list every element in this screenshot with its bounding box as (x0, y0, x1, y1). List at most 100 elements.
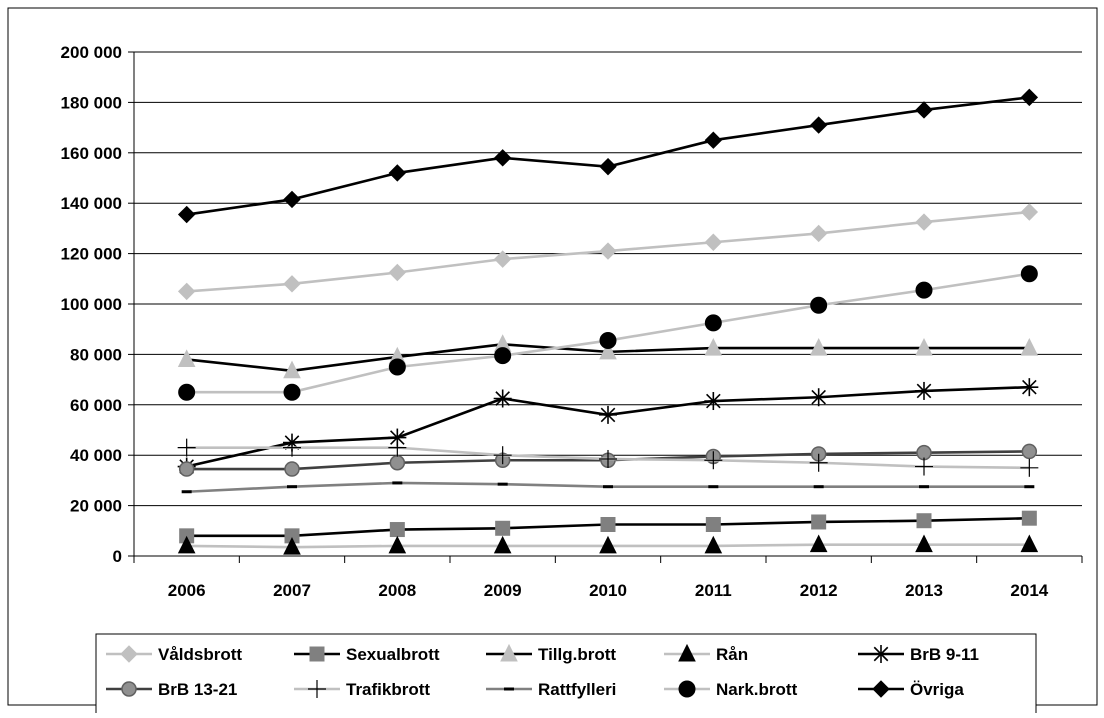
data-point-rattfylleri (287, 485, 297, 489)
data-point-v-ldsbrott (177, 282, 196, 301)
data-point--vriga (283, 190, 301, 209)
data-point--vriga (704, 131, 723, 149)
data-point-brb-9-11 (388, 428, 407, 447)
legend-label: Trafikbrott (346, 680, 430, 699)
data-point-r-n (388, 535, 407, 554)
legend-item-brb-13-21: BrB 13-21 (106, 680, 237, 699)
chart-outer-frame (7, 7, 1098, 706)
x-tick-label: 2014 (1010, 581, 1048, 600)
legend-swatch-marker (308, 680, 326, 698)
series-r-n (177, 534, 1039, 555)
legend-label: Rån (716, 645, 748, 664)
data-point-trafikbrott (704, 451, 723, 470)
data-point-rattfylleri (919, 485, 929, 489)
legend-label: Sexualbrott (346, 645, 440, 664)
data-point-v-ldsbrott (1020, 203, 1039, 221)
data-point-brb-9-11 (915, 381, 933, 400)
y-tick-label: 200 000 (61, 43, 122, 62)
data-point-trafikbrott (283, 438, 301, 457)
data-point-tillg-brott (809, 337, 828, 356)
series-trafikbrott (177, 438, 1039, 477)
star-stroke (811, 389, 826, 405)
legend-box (95, 633, 1037, 715)
data-point-v-ldsbrott (915, 213, 933, 231)
data-point-brb-9-11 (1020, 378, 1039, 397)
axes: 0 20 000 40 000 60 000 80 000 100 000 120 000 1… (61, 43, 1083, 600)
data-point-trafikbrott (388, 438, 407, 457)
legend-swatch-marker (678, 680, 696, 698)
data-point-trafikbrott (809, 453, 828, 472)
data-point-trafikbrott (177, 438, 196, 457)
y-tick-label: 80 000 (70, 345, 122, 364)
data-point-brb-13-21 (284, 461, 300, 477)
data-point-tillg-brott (177, 349, 196, 367)
x-tick-label: 2013 (905, 581, 943, 600)
data-point-nark-brott (915, 281, 933, 299)
data-point--vriga (388, 164, 407, 182)
data-point-sexualbrott (916, 513, 932, 529)
data-point--vriga (1020, 88, 1039, 107)
data-point-r-n (177, 535, 196, 554)
y-tick-label: 180 000 (61, 93, 122, 112)
data-point--vriga (493, 149, 512, 167)
data-point-brb-9-11 (809, 388, 828, 407)
legend-label: Övriga (910, 680, 964, 699)
data-point-r-n (283, 537, 301, 555)
y-tick-label: 20 000 (70, 497, 122, 516)
y-tick-label: 120 000 (61, 245, 122, 264)
data-point-brb-9-11 (599, 405, 617, 424)
series-v-ldsbrott (177, 203, 1039, 301)
data-point-brb-9-11 (493, 389, 512, 408)
legend-item-nark-brott: Nark.brott (664, 680, 798, 699)
data-point-rattfylleri (392, 481, 403, 485)
data-point-trafikbrott (493, 446, 512, 465)
data-point-tillg-brott (283, 360, 301, 379)
data-point-r-n (1020, 534, 1039, 553)
data-point-v-ldsbrott (283, 275, 301, 293)
legend-label: Nark.brott (716, 680, 798, 699)
star-stroke (706, 393, 721, 409)
legend-item-brb-9-11: BrB 9-11 (858, 645, 979, 664)
data-point-sexualbrott (1021, 510, 1037, 526)
data-point-nark-brott (388, 358, 406, 376)
legend-item-sexualbrott: Sexualbrott (294, 645, 440, 664)
legend-swatch-marker (678, 643, 696, 662)
y-tick-label: 160 000 (61, 144, 122, 163)
data-point-v-ldsbrott (599, 242, 617, 260)
legend-label: Tillg.brott (538, 645, 616, 664)
data-point-v-ldsbrott (493, 250, 512, 268)
data-point-r-n (809, 534, 828, 553)
legend-item-tillg-brott: Tillg.brott (486, 643, 616, 664)
data-point--vriga (809, 116, 828, 134)
legend-swatch-marker (872, 680, 890, 698)
data-point-sexualbrott (495, 520, 511, 536)
star-stroke (495, 391, 510, 406)
data-point-nark-brott (810, 296, 828, 314)
data-point-v-ldsbrott (809, 224, 828, 243)
data-point-trafikbrott (1020, 458, 1039, 477)
legend-label: Våldsbrott (158, 645, 242, 664)
data-point-sexualbrott (705, 517, 721, 532)
data-point--vriga (915, 101, 933, 119)
data-point-sexualbrott (600, 517, 616, 532)
data-point-nark-brott (283, 383, 301, 401)
legend-item-r-n: Rån (664, 643, 748, 664)
y-tick-label: 60 000 (70, 396, 122, 415)
star-stroke (1022, 379, 1037, 395)
data-point-nark-brott (1020, 265, 1038, 283)
legend-swatch-marker (121, 681, 137, 697)
x-tick-label: 2007 (273, 581, 311, 600)
data-point-nark-brott (599, 332, 617, 350)
legend-swatch-marker (309, 646, 325, 662)
y-tick-label: 140 000 (61, 194, 122, 213)
data-point-r-n (704, 535, 723, 554)
data-point-r-n (599, 535, 617, 554)
legend-item-rattfylleri: Rattfylleri (486, 680, 616, 699)
data-point-nark-brott (704, 314, 722, 332)
data-point-rattfylleri (181, 490, 192, 494)
legend-label: Rattfylleri (538, 680, 616, 699)
data-point-trafikbrott (915, 457, 933, 476)
data-point-sexualbrott (811, 514, 827, 530)
legend-swatch-marker (504, 687, 514, 691)
